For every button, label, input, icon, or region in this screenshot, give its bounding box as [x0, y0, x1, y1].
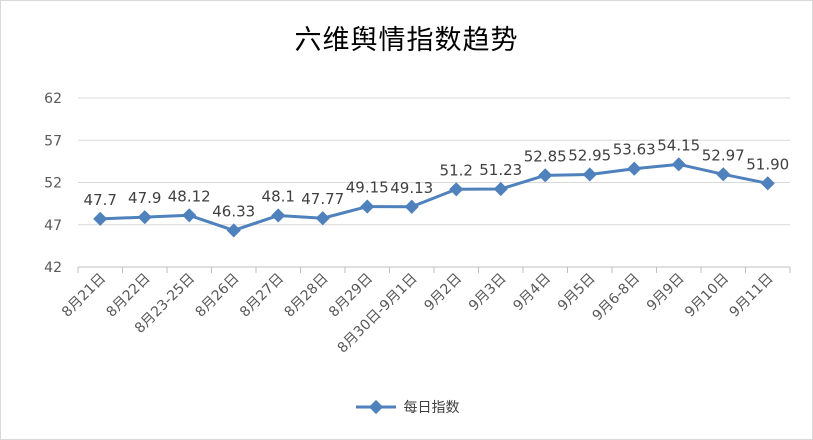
data-label: 49.13 [390, 179, 433, 197]
x-tick-label: 9月4日 [510, 271, 554, 315]
data-point [315, 211, 330, 226]
data-point [182, 208, 197, 223]
y-tick-label: 47 [44, 218, 62, 234]
data-point [137, 210, 152, 225]
data-point [760, 176, 775, 191]
data-point [93, 211, 108, 226]
legend: 每日指数 [0, 397, 813, 417]
data-label: 48.12 [168, 187, 211, 205]
y-tick-label: 57 [44, 133, 62, 149]
data-label: 52.97 [702, 146, 745, 164]
data-label: 48.1 [262, 187, 295, 205]
data-label: 47.9 [128, 189, 161, 207]
gridlines [78, 97, 790, 268]
data-label: 52.85 [524, 147, 567, 165]
x-tick-label: 9月3日 [466, 271, 510, 315]
data-label: 51.23 [479, 161, 522, 179]
x-tick-label: 9月11日 [727, 271, 777, 321]
x-axis: 8月21日8月22日8月23-25日8月26日8月27日8月28日8月29日8月… [59, 267, 791, 357]
x-tick-label: 8月21日 [59, 271, 109, 321]
data-point [493, 181, 508, 197]
x-tick-label: 8月28日 [282, 271, 332, 321]
x-tick-label: 9月6-8日 [589, 271, 643, 325]
data-point [538, 168, 553, 183]
data-point [226, 223, 241, 238]
x-tick-label: 9月2日 [421, 271, 465, 315]
data-point [449, 182, 464, 197]
x-tick-label: 8月30日-9月1日 [335, 271, 421, 357]
data-point [404, 199, 419, 214]
x-tick-label: 8月26日 [193, 271, 243, 321]
data-label: 51.2 [440, 161, 473, 179]
data-label: 46.33 [212, 202, 255, 220]
data-label: 47.77 [301, 190, 344, 208]
data-label: 47.7 [84, 191, 117, 209]
y-tick-label: 42 [44, 260, 62, 276]
chart-title: 六维舆情指数趋势 [294, 25, 519, 56]
data-label: 49.15 [346, 179, 389, 197]
y-axis: 42 47 52 57 62 [44, 91, 62, 276]
x-tick-label: 9月9日 [644, 271, 688, 315]
data-point [716, 167, 731, 182]
series-line [100, 162, 769, 232]
data-label: 54.15 [657, 136, 700, 154]
x-tick-label: 9月5日 [555, 271, 599, 315]
y-tick-label: 62 [44, 91, 62, 107]
data-label: 52.95 [568, 146, 611, 164]
legend-swatch [355, 399, 396, 415]
data-point [582, 167, 597, 182]
legend-label: 每日指数 [403, 400, 460, 416]
x-tick-label: 9月10日 [682, 271, 732, 321]
x-tick-label: 8月27日 [237, 271, 287, 321]
y-tick-label: 52 [44, 176, 62, 192]
data-label: 51.90 [746, 155, 789, 173]
data-point [271, 208, 286, 223]
data-point [671, 157, 686, 172]
data-point [627, 161, 642, 176]
data-point [360, 199, 375, 214]
data-label: 53.63 [613, 141, 656, 159]
